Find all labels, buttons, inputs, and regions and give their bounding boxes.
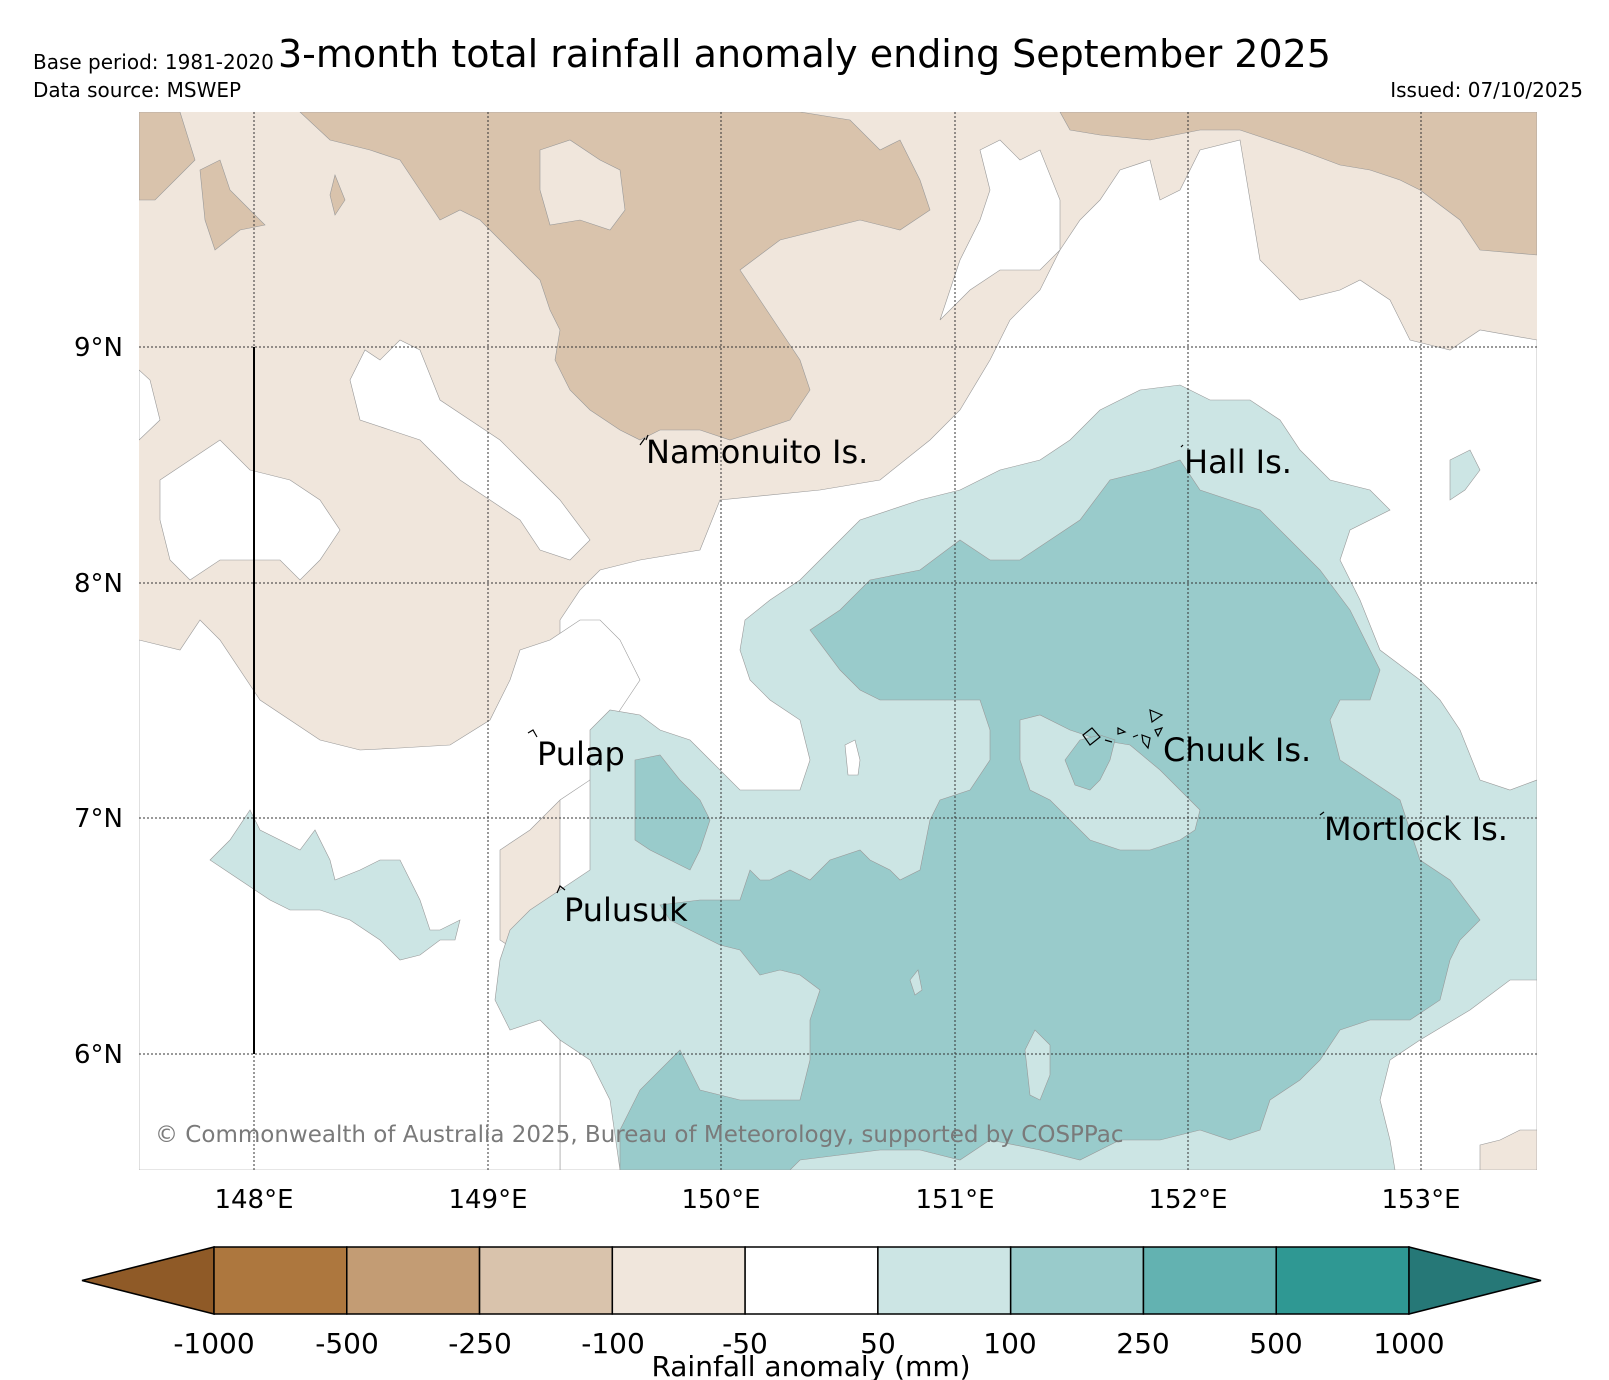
colorbar-tick-label: -500	[315, 1327, 379, 1360]
anomaly-region-very-wet	[1064, 734, 1116, 791]
anomaly-region-wet	[909, 969, 1051, 1101]
anomaly-region-dry	[299, 112, 931, 441]
colorbar	[81, 1246, 1542, 1315]
island-pulusuk	[556, 885, 566, 894]
base-period-label: Base period: 1981-2020	[33, 50, 274, 74]
anomaly-region-very-wet	[619, 459, 1481, 1170]
lat-label-8n: 8°N	[74, 569, 123, 599]
colorbar-segment	[877, 1246, 1012, 1315]
colorbar-tick-label: -100	[581, 1327, 645, 1360]
colorbar-tick-label: -1000	[173, 1327, 254, 1360]
island-outlines	[527, 434, 1325, 894]
colorbar-tick-label: 1000	[1373, 1327, 1444, 1360]
colorbar-tick-label: 250	[1116, 1327, 1169, 1360]
anomaly-fill-layer	[139, 112, 1537, 1170]
colorbar-segment	[346, 1246, 481, 1315]
lon-label-149e: 149°E	[448, 1185, 527, 1215]
chart-title: 3-month total rainfall anomaly ending Se…	[278, 32, 1331, 76]
island-mortlock	[1319, 811, 1325, 816]
colorbar-tick-label: -50	[722, 1327, 768, 1360]
place-label-mortlock: Mortlock Is.	[1324, 810, 1508, 848]
colorbar-tick-label: 500	[1249, 1327, 1302, 1360]
anomaly-region-neutral	[539, 139, 626, 231]
issued-date-label: Issued: 07/10/2025	[1390, 78, 1583, 102]
place-label-chuuk: Chuuk Is.	[1163, 731, 1311, 769]
colorbar-segment	[478, 1246, 614, 1315]
lon-label-152e: 152°E	[1148, 1185, 1227, 1215]
colorbar-segment	[611, 1246, 746, 1315]
colorbar-extend-high	[1408, 1246, 1542, 1315]
colorbar-title: Rainfall anomaly (mm)	[651, 1350, 970, 1380]
anomaly-region-dry	[1059, 112, 1537, 256]
anomaly-region-wet	[209, 809, 461, 961]
anomaly-region-very-wet	[634, 754, 711, 871]
island-chuuk	[1082, 709, 1164, 750]
anomaly-region-neutral	[1479, 1129, 1537, 1170]
island-hall	[1180, 444, 1184, 448]
colorbar-segment	[213, 1246, 348, 1315]
data-source-label: Data source: MSWEP	[33, 78, 242, 102]
anomaly-region-neutral	[349, 339, 591, 561]
colorbar-segment	[1275, 1246, 1410, 1315]
place-label-pulap: Pulap	[537, 735, 625, 773]
copyright-notice: © Commonwealth of Australia 2025, Bureau…	[155, 1122, 1124, 1148]
island-pulap	[527, 729, 538, 738]
colorbar-segment	[1009, 1246, 1145, 1315]
anomaly-region-neutral	[939, 139, 1061, 321]
anomaly-region-neutral	[139, 369, 341, 581]
colorbar-segment	[1142, 1246, 1277, 1315]
colorbar-tick-label: -250	[448, 1327, 512, 1360]
anomaly-region-wet	[1449, 449, 1481, 501]
island-namonuito	[639, 434, 649, 446]
colorbar-tick-label: 100	[983, 1327, 1036, 1360]
lat-label-9n: 9°N	[74, 333, 123, 363]
place-label-hall: Hall Is.	[1184, 443, 1292, 481]
anomaly-region-neutral	[844, 739, 861, 776]
colorbar-segment	[744, 1246, 879, 1315]
colorbar-extend-low	[81, 1246, 215, 1315]
lon-label-150e: 150°E	[681, 1185, 760, 1215]
lon-label-151e: 151°E	[915, 1185, 994, 1215]
anomaly-region-dry	[139, 112, 346, 251]
place-label-namonuito: Namonuito Is.	[646, 433, 868, 471]
lat-label-7n: 7°N	[74, 804, 123, 834]
colorbar-tick-label: 50	[860, 1327, 896, 1360]
lat-label-6n: 6°N	[74, 1040, 123, 1070]
lon-label-153e: 153°E	[1381, 1185, 1460, 1215]
lon-label-148e: 148°E	[214, 1185, 293, 1215]
place-label-pulusuk: Pulusuk	[564, 891, 688, 929]
